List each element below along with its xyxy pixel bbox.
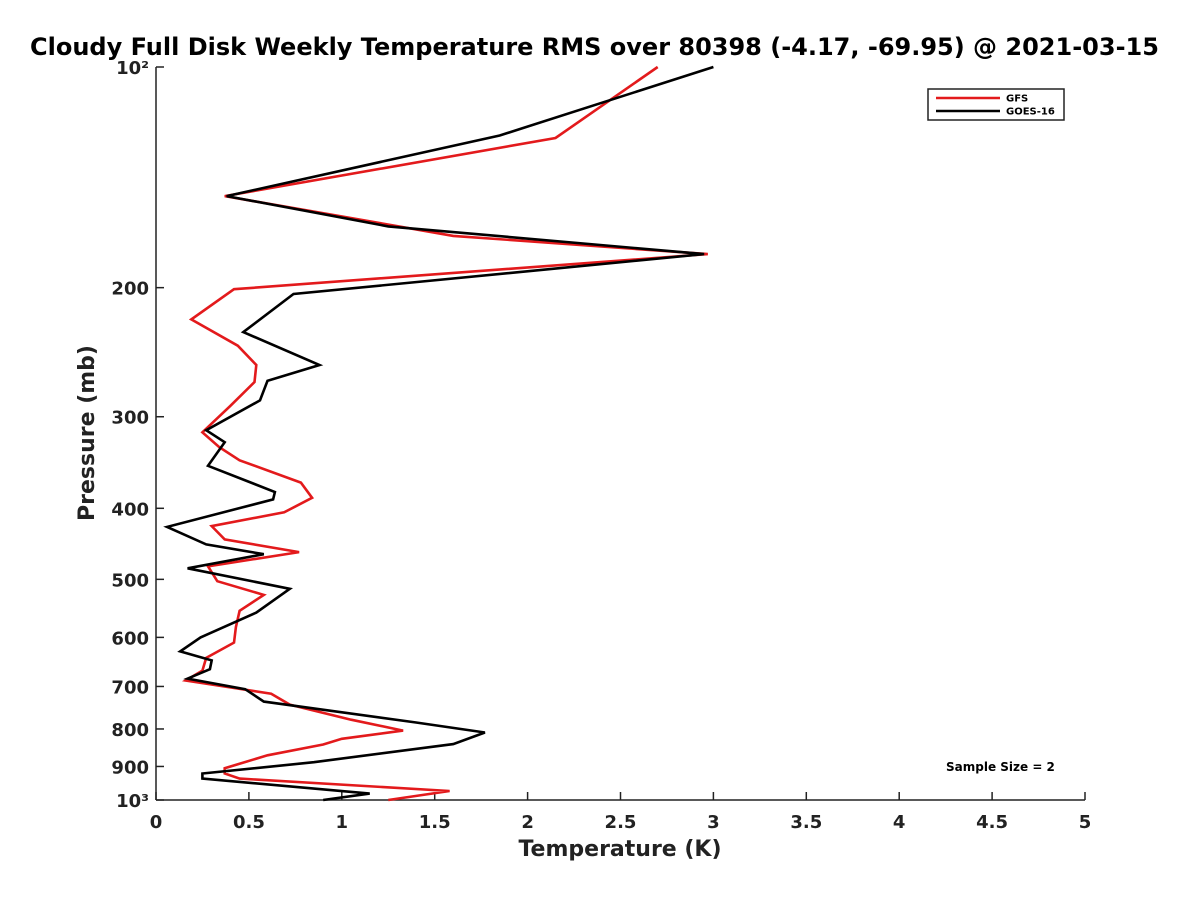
chart-title: Cloudy Full Disk Weekly Temperature RMS … <box>30 33 1159 61</box>
legend-box <box>927 88 1065 121</box>
x-tick-label: 1.5 <box>419 812 451 833</box>
y-axis-label: Pressure (mb) <box>75 345 100 521</box>
y-tick-label: 200 <box>111 279 149 300</box>
y-tick-label: 700 <box>111 677 149 698</box>
y-tick-label: 800 <box>111 720 149 741</box>
legend-label-goes16: GOES-16 <box>1006 107 1055 118</box>
x-tick-label: 1 <box>336 812 349 833</box>
y-tick-label: 900 <box>111 757 149 778</box>
y-tick-label: 500 <box>111 570 149 591</box>
series-line-gfs <box>181 65 708 802</box>
x-tick-label: 2 <box>521 812 534 833</box>
x-tick-label: 2.5 <box>605 812 637 833</box>
series-line-goes16 <box>163 65 714 802</box>
x-tick-label: 4.5 <box>976 812 1008 833</box>
y-tick-label: 400 <box>111 499 149 520</box>
y-tick-label: 300 <box>111 408 149 429</box>
legend: GFS GOES-16 <box>927 88 1065 121</box>
x-tick-label: 0.5 <box>233 812 265 833</box>
x-tick-label: 3 <box>707 812 720 833</box>
x-axis-label: Temperature (K) <box>518 837 721 862</box>
plot-area: 0 0.5 1 1.5 2 2.5 3 3.5 4 4.5 5 10² 200 300 400 500 600… <box>111 58 1091 833</box>
y-ticks: 10² 200 300 400 500 600 700 800 900 10³ <box>111 58 164 812</box>
x-tick-label: 4 <box>893 812 906 833</box>
legend-label-gfs: GFS <box>1006 94 1028 105</box>
x-tick-label: 0 <box>150 812 163 833</box>
x-tick-label: 3.5 <box>790 812 822 833</box>
series-lines <box>163 65 714 802</box>
y-tick-label: 600 <box>111 628 149 649</box>
x-ticks: 0 0.5 1 1.5 2 2.5 3 3.5 4 4.5 5 <box>150 792 1092 833</box>
sample-size-annotation: Sample Size = 2 <box>946 760 1055 774</box>
y-tick-label: 10² <box>116 58 149 79</box>
x-tick-label: 5 <box>1079 812 1092 833</box>
y-tick-label: 10³ <box>116 791 149 812</box>
